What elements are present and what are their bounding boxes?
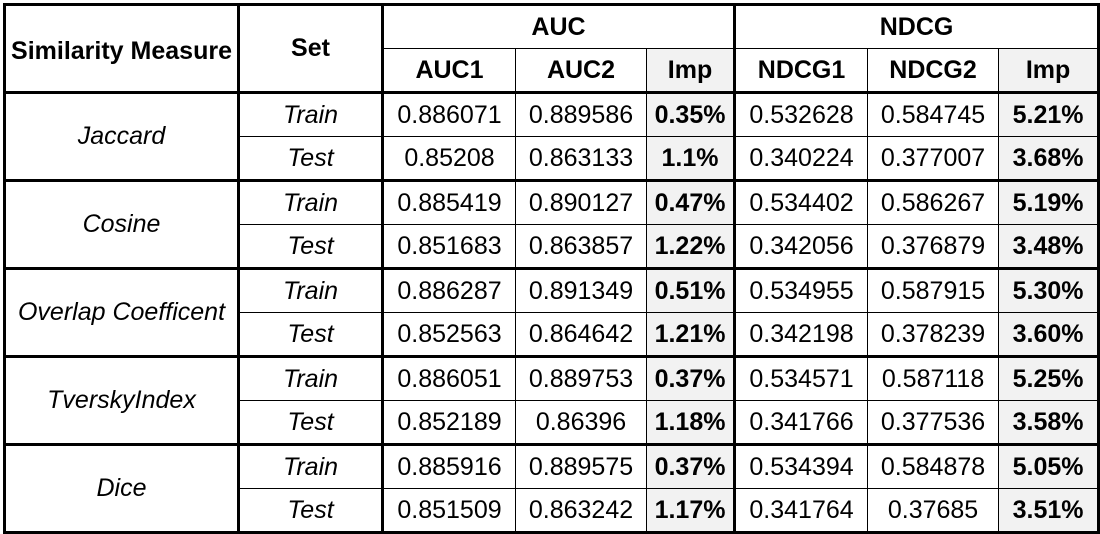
header-ndcg-imp: Imp — [998, 48, 1100, 94]
table-row: Test 0.851509 0.863242 1.17% 0.341764 0.37685… — [5, 488, 1100, 534]
header-set: Set — [238, 3, 384, 94]
ndcg-imp-cell: 5.19% — [998, 180, 1100, 225]
ndcg2-cell: 0.378239 — [867, 312, 1000, 358]
ndcg2-cell: 0.586267 — [867, 180, 1000, 225]
set-cell: Test — [238, 400, 384, 446]
auc2-cell: 0.889753 — [515, 356, 647, 401]
ndcg1-cell: 0.532628 — [734, 92, 869, 137]
set-cell: Train — [238, 92, 384, 137]
ndcg2-cell: 0.587118 — [867, 356, 1000, 401]
auc2-cell: 0.891349 — [515, 268, 647, 313]
ndcg-imp-cell: 5.25% — [998, 356, 1100, 401]
measure-cell: Dice — [3, 444, 240, 534]
measure-cell: Overlap Coefficent — [3, 268, 240, 358]
ndcg-imp-cell: 3.68% — [998, 136, 1100, 182]
table-row: Test 0.85208 0.863133 1.1% 0.340224 0.377007 3… — [5, 136, 1100, 182]
ndcg2-cell: 0.377007 — [867, 136, 1000, 182]
header-ndcg1: NDCG1 — [734, 48, 869, 94]
table-row: Test 0.851683 0.863857 1.22% 0.342056 0.37687… — [5, 224, 1100, 270]
set-cell: Test — [238, 312, 384, 358]
ndcg2-cell: 0.376879 — [867, 224, 1000, 270]
auc1-cell: 0.886071 — [382, 92, 516, 137]
auc2-cell: 0.889575 — [515, 444, 647, 489]
table-row: Jaccard Train 0.886071 0.889586 0.35% 0.53262… — [3, 92, 1100, 182]
ndcg2-cell: 0.37685 — [867, 488, 1000, 534]
header-ndcg2: NDCG2 — [867, 48, 1000, 94]
auc1-cell: 0.85208 — [382, 136, 516, 182]
auc2-cell: 0.863133 — [515, 136, 647, 182]
ndcg-imp-cell: 5.30% — [998, 268, 1100, 313]
ndcg-imp-cell: 3.51% — [998, 488, 1100, 534]
table-row: Test 0.852563 0.864642 1.21% 0.342198 0.37823… — [5, 312, 1100, 358]
ndcg2-cell: 0.584745 — [867, 92, 1000, 137]
auc1-cell: 0.852189 — [382, 400, 516, 446]
ndcg1-cell: 0.534394 — [734, 444, 869, 489]
table-header: Similarity Measure Set AUC NDCG AUC1 AUC… — [3, 3, 1100, 94]
auc1-cell: 0.852563 — [382, 312, 516, 358]
auc2-cell: 0.863857 — [515, 224, 647, 270]
auc-imp-cell: 0.37% — [645, 444, 737, 489]
set-cell: Train — [238, 180, 384, 225]
auc1-cell: 0.886287 — [382, 268, 516, 313]
auc-imp-cell: 0.37% — [645, 356, 737, 401]
table-row: Dice Train 0.885916 0.889575 0.37% 0.534394 0.… — [3, 444, 1100, 534]
auc-imp-cell: 1.21% — [645, 312, 737, 358]
set-cell: Test — [238, 488, 384, 534]
auc2-cell: 0.86396 — [515, 400, 647, 446]
ndcg1-cell: 0.342198 — [734, 312, 869, 358]
set-cell: Test — [238, 224, 384, 270]
header-auc-group: AUC — [381, 3, 737, 49]
ndcg1-cell: 0.534571 — [734, 356, 869, 401]
measure-cell: Cosine — [3, 180, 240, 270]
table-row: TverskyIndex Train 0.886051 0.889753 0.37% 0.… — [3, 356, 1100, 446]
set-cell: Train — [238, 444, 384, 489]
measure-cell: TverskyIndex — [3, 356, 240, 446]
auc2-cell: 0.889586 — [515, 92, 647, 137]
ndcg-imp-cell: 5.05% — [998, 444, 1100, 489]
ndcg1-cell: 0.340224 — [734, 136, 869, 182]
header-auc-imp: Imp — [645, 48, 737, 94]
set-cell: Test — [238, 136, 384, 182]
ndcg2-cell: 0.587915 — [867, 268, 1000, 313]
ndcg2-cell: 0.377536 — [867, 400, 1000, 446]
auc-imp-cell: 1.17% — [645, 488, 737, 534]
measure-cell: Jaccard — [3, 92, 240, 182]
auc1-cell: 0.885419 — [382, 180, 516, 225]
ndcg1-cell: 0.342056 — [734, 224, 869, 270]
auc1-cell: 0.851683 — [382, 224, 516, 270]
auc2-cell: 0.863242 — [515, 488, 647, 534]
ndcg1-cell: 0.534402 — [734, 180, 869, 225]
table-row: Test 0.852189 0.86396 1.18% 0.341766 0.377536… — [5, 400, 1100, 446]
ndcg1-cell: 0.534955 — [734, 268, 869, 313]
results-table: Similarity Measure Set AUC NDCG AUC1 AUC… — [3, 3, 1100, 534]
ndcg-imp-cell: 3.60% — [998, 312, 1100, 358]
table-row: Overlap Coefficent Train 0.886287 0.891349 0… — [3, 268, 1100, 358]
auc2-cell: 0.890127 — [515, 180, 647, 225]
auc1-cell: 0.886051 — [382, 356, 516, 401]
table-row: Cosine Train 0.885419 0.890127 0.47% 0.534402… — [3, 180, 1100, 270]
set-cell: Train — [238, 268, 384, 313]
set-cell: Train — [238, 356, 384, 401]
auc-imp-cell: 1.22% — [645, 224, 737, 270]
table-body: Jaccard Train 0.886071 0.889586 0.35% 0.53262… — [3, 92, 1100, 534]
auc-imp-cell: 1.1% — [645, 136, 737, 182]
header-auc2: AUC2 — [515, 48, 647, 94]
auc1-cell: 0.851509 — [382, 488, 516, 534]
auc2-cell: 0.864642 — [515, 312, 647, 358]
ndcg-imp-cell: 3.58% — [998, 400, 1100, 446]
ndcg1-cell: 0.341766 — [734, 400, 869, 446]
ndcg-imp-cell: 3.48% — [998, 224, 1100, 270]
ndcg1-cell: 0.341764 — [734, 488, 869, 534]
auc-imp-cell: 0.47% — [645, 180, 737, 225]
auc1-cell: 0.885916 — [382, 444, 516, 489]
auc-imp-cell: 0.35% — [645, 92, 737, 137]
header-measure: Similarity Measure — [3, 3, 240, 94]
auc-imp-cell: 0.51% — [645, 268, 737, 313]
ndcg-imp-cell: 5.21% — [998, 92, 1100, 137]
header-ndcg-group: NDCG — [734, 3, 1100, 49]
header-auc1: AUC1 — [382, 48, 516, 94]
ndcg2-cell: 0.584878 — [867, 444, 1000, 489]
auc-imp-cell: 1.18% — [645, 400, 737, 446]
